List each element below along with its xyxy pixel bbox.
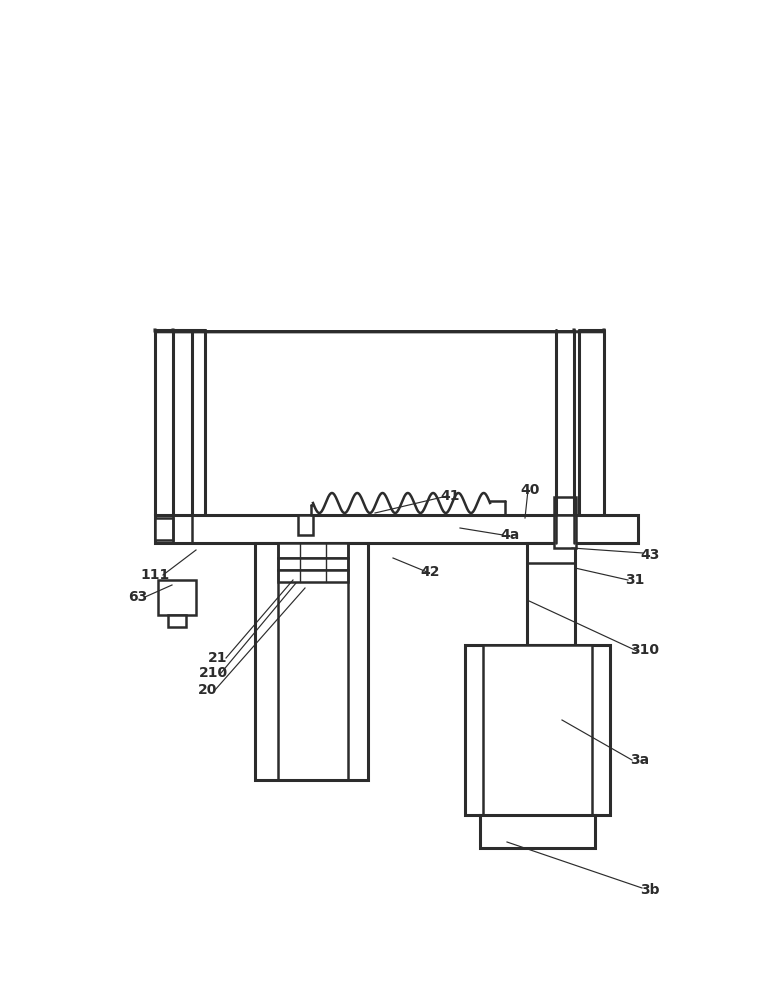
Text: 63: 63: [129, 590, 148, 604]
Bar: [527, 543, 575, 645]
Bar: [483, 645, 592, 815]
Bar: [480, 815, 595, 848]
Text: 210: 210: [199, 666, 228, 680]
Text: 310: 310: [631, 643, 659, 657]
Bar: [554, 497, 576, 515]
Text: 41: 41: [440, 489, 460, 503]
Bar: [465, 645, 610, 815]
Text: 42: 42: [420, 565, 440, 579]
Text: 4a: 4a: [500, 528, 520, 542]
Bar: [554, 515, 576, 548]
Bar: [155, 515, 638, 543]
Text: 111: 111: [140, 568, 169, 582]
Text: 40: 40: [521, 483, 540, 497]
Bar: [168, 615, 186, 627]
Bar: [158, 580, 196, 615]
Text: 43: 43: [641, 548, 660, 562]
Bar: [155, 518, 173, 540]
Text: 21: 21: [208, 651, 228, 665]
Bar: [278, 558, 348, 570]
Bar: [255, 543, 368, 780]
Text: 3a: 3a: [631, 753, 650, 767]
Bar: [278, 570, 348, 582]
Text: 3b: 3b: [640, 883, 660, 897]
Bar: [298, 515, 313, 535]
Text: 20: 20: [199, 683, 218, 697]
Bar: [278, 543, 348, 558]
Text: 31: 31: [625, 573, 644, 587]
